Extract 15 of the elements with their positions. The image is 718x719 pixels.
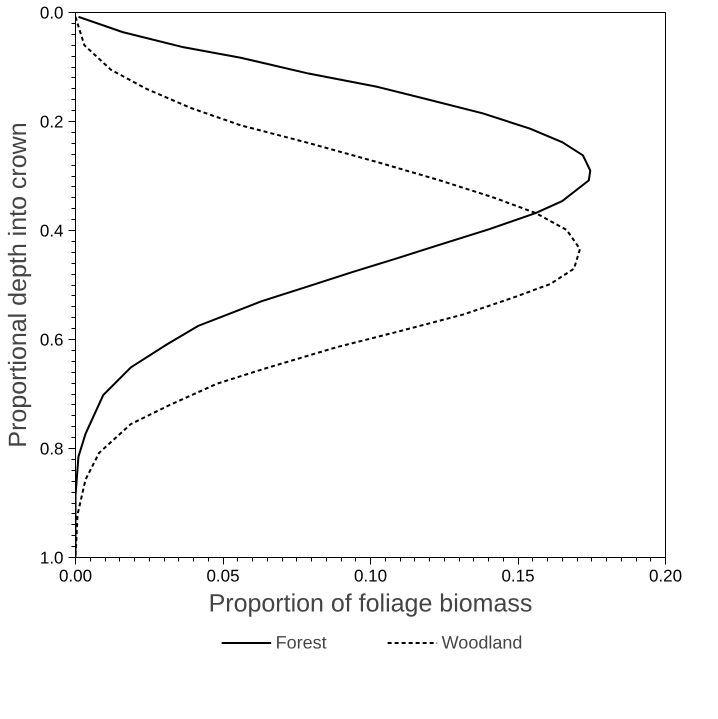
legend-label: Woodland (442, 632, 522, 653)
y-axis-title: Proportional depth into crown (4, 122, 32, 448)
y-tick-label: 0.2 (40, 112, 64, 132)
y-tick-label: 0.0 (40, 4, 64, 22)
x-tick-label: 0.20 (648, 566, 682, 586)
y-tick-label: 1.0 (40, 548, 64, 568)
y-tick-label: 0.6 (40, 330, 64, 350)
legend-label: Forest (276, 632, 327, 653)
y-tick-label: 0.8 (40, 440, 64, 458)
x-axis-title: Proportion of foliage biomass (208, 590, 532, 618)
y-tick-label: 0.4 (40, 222, 64, 240)
x-tick-label: 0.10 (354, 566, 388, 586)
x-tick-label: 0.05 (206, 566, 240, 586)
x-tick-label: 0.15 (501, 566, 535, 586)
x-tick-label: 0.00 (58, 566, 92, 586)
